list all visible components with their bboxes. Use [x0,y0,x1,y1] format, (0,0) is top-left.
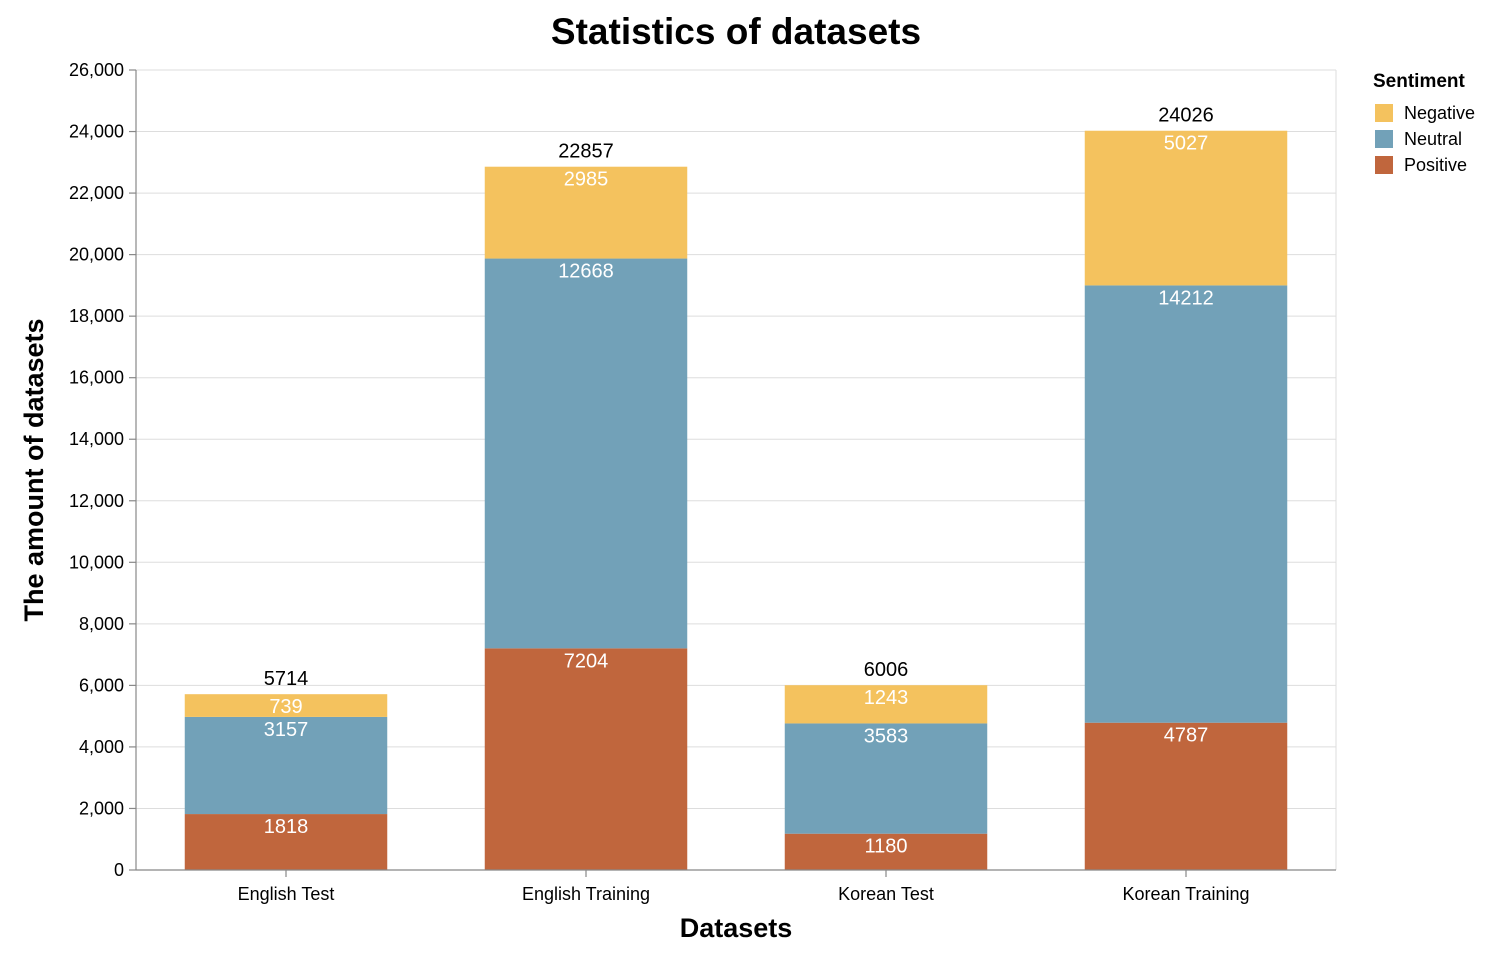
data-label-negative: 2985 [564,169,609,191]
bar-segment-positive [1084,722,1288,870]
y-tick-label: 10,000 [69,552,124,572]
y-tick-label: 24,000 [69,122,124,142]
total-label: 24026 [1158,105,1214,127]
y-tick-label: 6,000 [79,675,124,695]
y-tick-label: 0 [114,860,124,880]
data-label-neutral: 14212 [1158,287,1214,309]
y-tick-label: 18,000 [69,306,124,326]
y-tick-label: 4,000 [79,737,124,757]
x-tick-label: Korean Test [838,884,934,904]
data-label-positive: 4787 [1164,725,1209,747]
bar-segment-negative [784,685,988,724]
y-tick-label: 12,000 [69,491,124,511]
x-tick-label: English Test [238,884,335,904]
legend: Sentiment Negative Neutral Positive [1373,71,1475,175]
bar-segment-negative [1084,130,1288,286]
legend-title: Sentiment [1373,71,1466,92]
bar-segment-neutral [484,258,688,649]
data-label-negative: 1243 [864,687,909,709]
y-axis-title: The amount of datasets [19,318,49,621]
legend-label-negative: Negative [1404,103,1475,123]
total-label: 5714 [264,668,309,690]
legend-label-positive: Positive [1404,155,1467,175]
data-label-neutral: 3583 [864,725,909,747]
data-label-positive: 1818 [264,816,309,838]
bar-segment-neutral [184,716,388,815]
x-tick-label: English Training [522,884,650,904]
data-label-negative: 739 [269,696,302,718]
bar-segment-neutral [1084,285,1288,723]
bar-segment-negative [184,694,388,717]
data-label-positive: 1180 [864,836,907,858]
legend-items: Negative Neutral Positive [1375,103,1475,175]
bar-segment-positive [784,833,988,870]
bar-segment-neutral [784,723,988,834]
y-tick-label: 22,000 [69,183,124,203]
y-tick-label: 14,000 [69,429,124,449]
total-label: 22857 [558,141,614,163]
data-label-neutral: 12668 [558,261,614,283]
y-tick-label: 16,000 [69,368,124,388]
data-label-positive: 7204 [564,650,609,672]
y-tick-label: 26,000 [69,60,124,80]
legend-label-neutral: Neutral [1404,129,1462,149]
chart-title: Statistics of datasets [551,11,921,52]
y-tick-label: 8,000 [79,614,124,634]
legend-swatch-positive [1375,156,1393,174]
data-label-negative: 5027 [1164,133,1209,155]
x-axis-title: Datasets [680,913,793,943]
legend-swatch-negative [1375,104,1393,122]
y-tick-label: 20,000 [69,245,124,265]
legend-swatch-neutral [1375,130,1393,148]
x-tick-label: Korean Training [1122,884,1249,904]
bar-segment-positive [484,648,688,870]
bar-segment-positive [184,814,388,870]
data-label-neutral: 3157 [264,719,309,741]
y-tick-label: 2,000 [79,798,124,818]
total-label: 6006 [864,659,909,681]
axes: 0 2,000 4,000 6,000 8,000 10,000 12,000 14,000 1… [69,60,1336,904]
bar-segment-negative [484,166,688,259]
